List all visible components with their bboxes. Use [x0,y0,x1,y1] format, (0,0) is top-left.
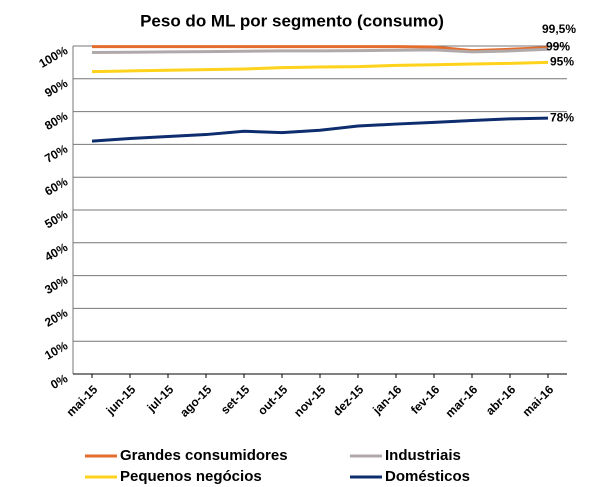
chart-title: Peso do ML por segmento (consumo) [140,11,444,30]
x-tick-label: abr-16 [483,382,519,418]
data-label: 99% [546,39,570,53]
x-tick-label: jul-15 [144,382,177,415]
data-label: 95% [550,55,574,69]
y-tick-label: 10% [42,338,70,362]
x-tick-label: mar-16 [443,382,481,420]
legend-label: Pequenos negócios [120,468,262,485]
y-tick-label: 50% [42,207,70,231]
y-tick-label: 100% [36,43,70,71]
y-tick-label: 70% [42,141,70,165]
y-tick-label: 60% [42,174,70,198]
legend-label: Grandes consumidores [120,447,288,464]
x-tick-label: jun-15 [103,382,139,418]
x-tick-label: mai-16 [520,382,557,419]
y-tick-label: 0% [48,371,70,392]
x-tick-label: jan-16 [369,382,404,417]
legend-label: Domésticos [385,468,470,485]
series-line [91,47,549,55]
data-label: 99,5% [542,22,576,36]
y-tick-label: 30% [42,273,70,297]
x-tick-label: mai-15 [64,382,101,419]
y-tick-label: 40% [42,240,70,264]
series-line [91,116,549,143]
legend-label: Industriais [385,447,461,464]
y-tick-label: 90% [42,76,70,100]
x-tick-label: set-15 [218,382,253,417]
x-tick-label: nov-15 [291,382,328,419]
y-tick-label: 20% [42,305,70,329]
data-label: 78% [550,110,574,124]
y-tick-label: 80% [42,109,70,133]
x-tick-label: dez-15 [330,382,367,419]
x-tick-label: fev-16 [408,382,443,417]
x-tick-label: ago-15 [177,382,214,419]
x-tick-label: out-15 [255,382,291,418]
series-line [91,60,549,74]
